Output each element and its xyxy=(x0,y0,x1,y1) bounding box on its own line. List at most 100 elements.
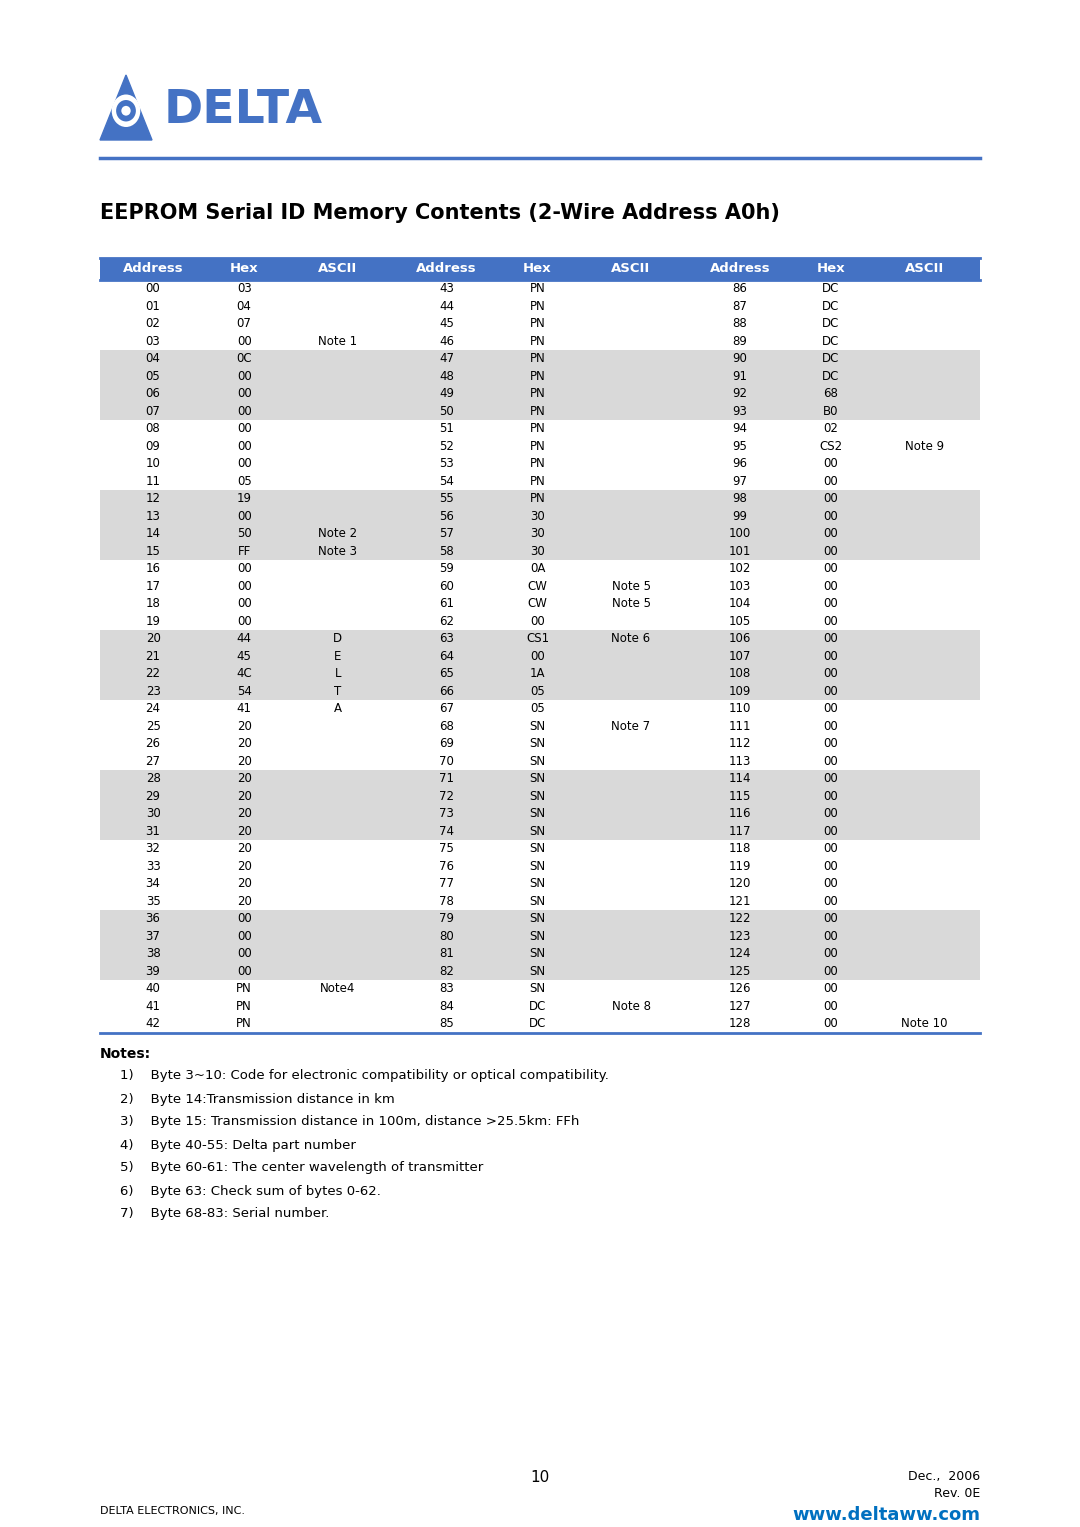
Text: 50: 50 xyxy=(440,405,454,418)
Text: 00: 00 xyxy=(823,930,838,942)
Text: 3)    Byte 15: Transmission distance in 100m, distance >25.5km: FFh: 3) Byte 15: Transmission distance in 100… xyxy=(120,1116,579,1128)
Bar xyxy=(100,403,980,420)
Text: 74: 74 xyxy=(438,825,454,838)
Text: 10: 10 xyxy=(146,457,161,470)
Text: 00: 00 xyxy=(237,370,252,383)
Bar xyxy=(100,875,980,892)
Text: 81: 81 xyxy=(438,947,454,960)
Bar xyxy=(100,525,980,542)
Text: 32: 32 xyxy=(146,843,161,855)
Text: 58: 58 xyxy=(440,545,454,557)
Text: 04: 04 xyxy=(146,353,161,365)
Text: 23: 23 xyxy=(146,684,161,698)
Text: 123: 123 xyxy=(729,930,751,942)
Text: 101: 101 xyxy=(729,545,751,557)
Bar xyxy=(100,753,980,770)
Text: 05: 05 xyxy=(530,684,544,698)
Text: PN: PN xyxy=(529,282,545,295)
Bar xyxy=(100,298,980,315)
Text: 35: 35 xyxy=(146,895,161,907)
Text: SN: SN xyxy=(529,825,545,838)
Text: 20: 20 xyxy=(237,754,252,768)
Text: PN: PN xyxy=(529,475,545,487)
Text: DC: DC xyxy=(822,318,839,330)
Text: PN: PN xyxy=(529,299,545,313)
Bar xyxy=(100,980,980,997)
Bar xyxy=(100,1015,980,1032)
Text: ASCII: ASCII xyxy=(611,263,650,275)
Bar xyxy=(100,560,980,577)
Text: CS1: CS1 xyxy=(526,632,549,646)
Text: 06: 06 xyxy=(146,388,161,400)
Text: 91: 91 xyxy=(732,370,747,383)
Text: 84: 84 xyxy=(438,1000,454,1012)
Text: 79: 79 xyxy=(438,912,454,925)
Bar xyxy=(100,258,980,279)
Text: 41: 41 xyxy=(237,702,252,715)
Text: 00: 00 xyxy=(823,632,838,646)
Text: 89: 89 xyxy=(732,334,747,348)
Text: Notes:: Notes: xyxy=(100,1048,151,1061)
Text: Note 9: Note 9 xyxy=(905,440,944,452)
Text: 54: 54 xyxy=(237,684,252,698)
Text: 40: 40 xyxy=(146,982,161,996)
Text: 66: 66 xyxy=(438,684,454,698)
Text: D: D xyxy=(333,632,342,646)
Text: 00: 00 xyxy=(237,580,252,592)
Text: 00: 00 xyxy=(823,825,838,838)
Text: 00: 00 xyxy=(823,1017,838,1031)
Text: 33: 33 xyxy=(146,860,161,873)
Text: 93: 93 xyxy=(732,405,747,418)
Text: 1A: 1A xyxy=(529,667,545,680)
Text: 00: 00 xyxy=(823,562,838,576)
Text: DC: DC xyxy=(822,370,839,383)
Text: 00: 00 xyxy=(237,912,252,925)
Text: 05: 05 xyxy=(237,475,252,487)
Bar xyxy=(100,438,980,455)
Text: 00: 00 xyxy=(823,876,838,890)
Text: DC: DC xyxy=(529,1000,546,1012)
Text: 65: 65 xyxy=(438,667,454,680)
Text: 50: 50 xyxy=(237,527,252,541)
Text: 05: 05 xyxy=(146,370,161,383)
Text: SN: SN xyxy=(529,965,545,977)
Text: 01: 01 xyxy=(146,299,161,313)
Text: 102: 102 xyxy=(729,562,751,576)
Bar xyxy=(100,840,980,858)
Text: SN: SN xyxy=(529,843,545,855)
Text: 20: 20 xyxy=(237,825,252,838)
Text: SN: SN xyxy=(529,947,545,960)
Text: 86: 86 xyxy=(732,282,747,295)
Bar xyxy=(100,788,980,805)
Bar xyxy=(100,699,980,718)
Text: 00: 00 xyxy=(237,965,252,977)
Text: 34: 34 xyxy=(146,876,161,890)
Text: 77: 77 xyxy=(438,876,454,890)
Text: 24: 24 xyxy=(146,702,161,715)
Text: SN: SN xyxy=(529,738,545,750)
Text: FF: FF xyxy=(238,545,251,557)
Bar xyxy=(100,420,980,438)
Text: 00: 00 xyxy=(823,982,838,996)
Text: 98: 98 xyxy=(732,492,747,505)
Text: 113: 113 xyxy=(729,754,751,768)
Text: 46: 46 xyxy=(438,334,454,348)
Text: 90: 90 xyxy=(732,353,747,365)
Text: 49: 49 xyxy=(438,388,454,400)
Text: 45: 45 xyxy=(438,318,454,330)
Text: 4)    Byte 40-55: Delta part number: 4) Byte 40-55: Delta part number xyxy=(120,1139,356,1151)
Text: 51: 51 xyxy=(438,423,454,435)
Text: 00: 00 xyxy=(823,492,838,505)
Text: 72: 72 xyxy=(438,789,454,803)
Text: 20: 20 xyxy=(237,876,252,890)
Text: 08: 08 xyxy=(146,423,161,435)
Text: PN: PN xyxy=(529,423,545,435)
Text: 00: 00 xyxy=(237,334,252,348)
Text: 20: 20 xyxy=(237,789,252,803)
Text: 67: 67 xyxy=(438,702,454,715)
Bar xyxy=(100,683,980,699)
Text: Hex: Hex xyxy=(230,263,258,275)
Text: A: A xyxy=(334,702,341,715)
Text: 00: 00 xyxy=(823,773,838,785)
Text: 119: 119 xyxy=(729,860,751,873)
